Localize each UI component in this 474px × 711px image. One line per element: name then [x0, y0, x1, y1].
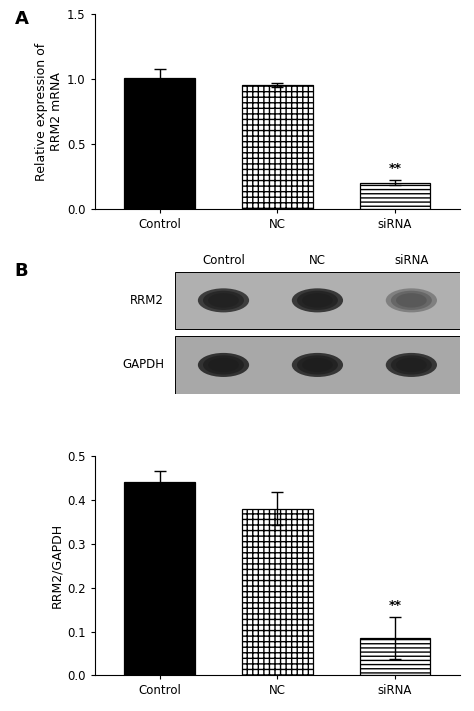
- Bar: [242, 85, 313, 209]
- Ellipse shape: [391, 291, 432, 310]
- Ellipse shape: [302, 293, 333, 308]
- Text: **: **: [389, 162, 401, 176]
- Ellipse shape: [208, 293, 239, 308]
- Ellipse shape: [396, 293, 427, 308]
- Ellipse shape: [203, 291, 244, 310]
- Ellipse shape: [297, 356, 338, 375]
- Ellipse shape: [386, 353, 437, 377]
- Ellipse shape: [203, 356, 244, 375]
- Bar: [175, 336, 460, 394]
- Bar: [360, 638, 430, 675]
- Y-axis label: RRM2/GAPDH: RRM2/GAPDH: [50, 523, 63, 609]
- Bar: [175, 272, 460, 329]
- Ellipse shape: [396, 358, 427, 372]
- Ellipse shape: [198, 289, 249, 312]
- Ellipse shape: [386, 289, 437, 312]
- Ellipse shape: [292, 353, 343, 377]
- Bar: [242, 509, 313, 675]
- Text: B: B: [15, 262, 28, 280]
- Y-axis label: Relative expression of
RRM2 mRNA: Relative expression of RRM2 mRNA: [35, 43, 63, 181]
- Ellipse shape: [198, 353, 249, 377]
- Ellipse shape: [391, 356, 432, 375]
- Bar: [124, 78, 195, 209]
- Text: GAPDH: GAPDH: [122, 358, 164, 371]
- Ellipse shape: [297, 291, 338, 310]
- Text: siRNA: siRNA: [394, 254, 428, 267]
- Text: RRM2: RRM2: [130, 294, 164, 307]
- Ellipse shape: [302, 358, 333, 372]
- Text: Control: Control: [202, 254, 245, 267]
- Bar: [124, 483, 195, 675]
- Ellipse shape: [292, 289, 343, 312]
- Text: **: **: [389, 599, 401, 611]
- Bar: [360, 183, 430, 209]
- Ellipse shape: [208, 358, 239, 372]
- Text: NC: NC: [309, 254, 326, 267]
- Text: A: A: [15, 11, 28, 28]
